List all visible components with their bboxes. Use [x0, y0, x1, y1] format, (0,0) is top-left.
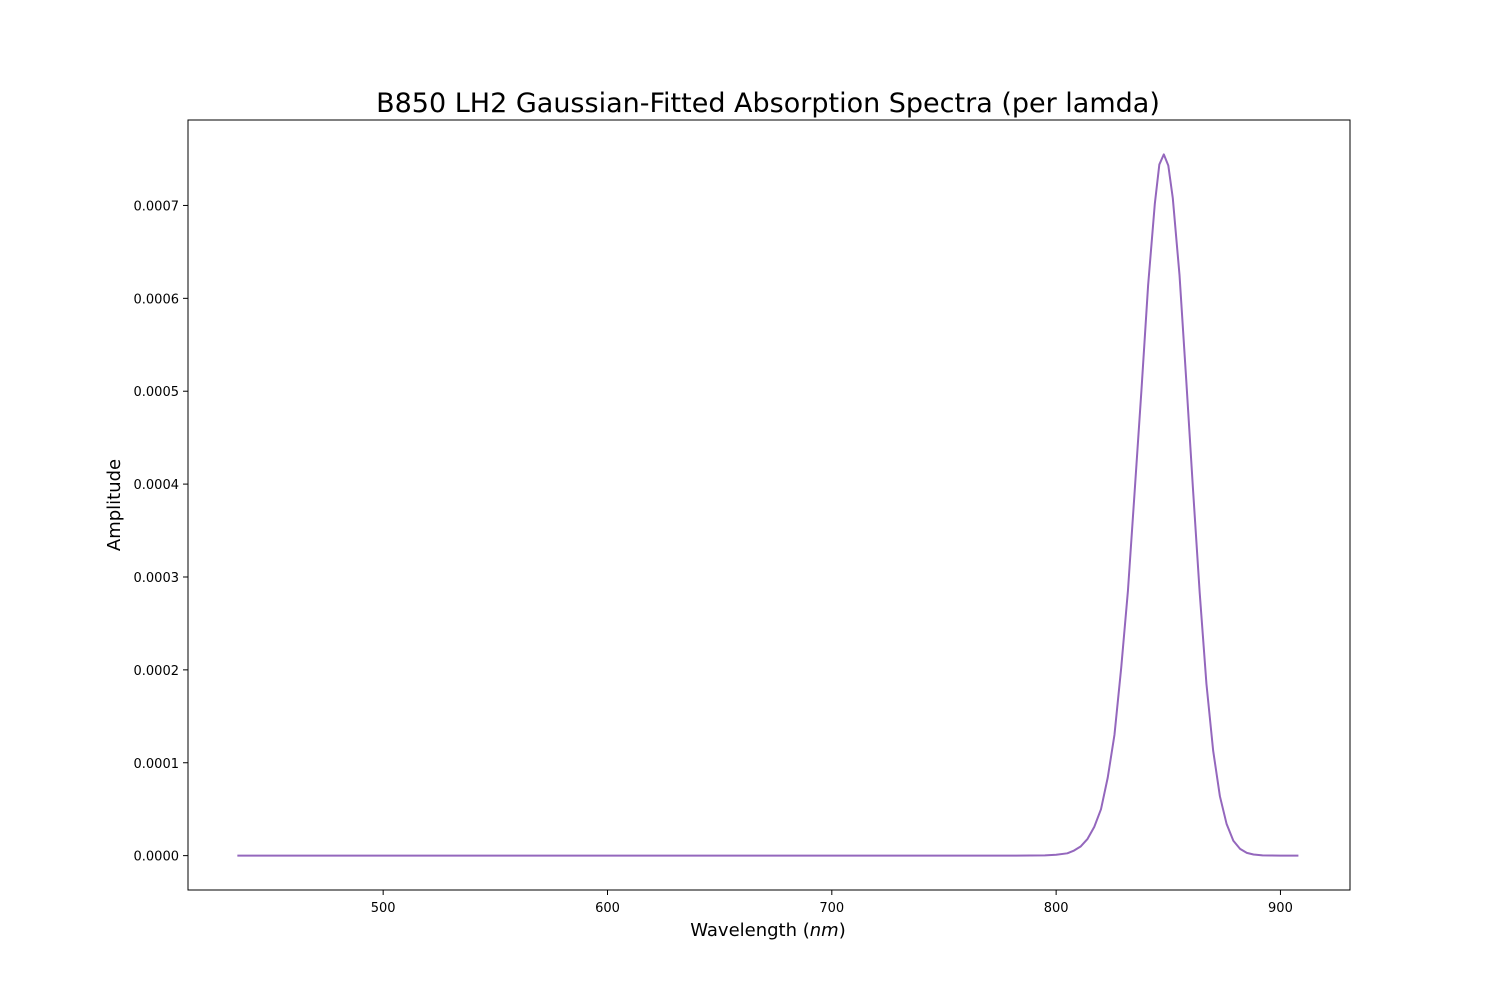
- x-tick-label: 800: [1044, 901, 1069, 916]
- x-axis-label: Wavelength (nm): [690, 920, 846, 941]
- x-tick-label: 600: [595, 901, 620, 916]
- plot-frame: [187, 119, 1351, 891]
- y-tick-label: 0.0007: [134, 199, 180, 214]
- x-axis-ticks: 500 600 700 800 900: [371, 890, 1293, 916]
- x-axis-label-suffix: ): [839, 920, 846, 941]
- x-tick-label: 500: [371, 901, 396, 916]
- x-tick-label: 900: [1268, 901, 1293, 916]
- chart-title: B850 LH2 Gaussian-Fitted Absorption Spec…: [376, 88, 1160, 119]
- y-tick-label: 0.0004: [134, 478, 180, 493]
- y-axis-label: Amplitude: [104, 459, 125, 551]
- x-axis-label-unit: nm: [810, 920, 839, 941]
- y-tick-label: 0.0005: [134, 385, 180, 400]
- y-tick-label: 0.0002: [134, 664, 180, 679]
- y-axis-label-group: Amplitude: [104, 459, 125, 551]
- y-tick-label: 0.0006: [134, 292, 180, 307]
- y-tick-label: 0.0000: [134, 850, 180, 865]
- series-layer: [237, 153, 1299, 857]
- x-axis-label-prefix: Wavelength (: [690, 920, 810, 941]
- series-line: [237, 153, 1299, 857]
- y-tick-label: 0.0003: [134, 571, 180, 586]
- y-axis-ticks: 0.0000 0.0001 0.0002 0.0003 0.0004 0.0005 0.00…: [134, 199, 188, 865]
- y-tick-label: 0.0001: [134, 757, 180, 772]
- x-tick-label: 700: [819, 901, 844, 916]
